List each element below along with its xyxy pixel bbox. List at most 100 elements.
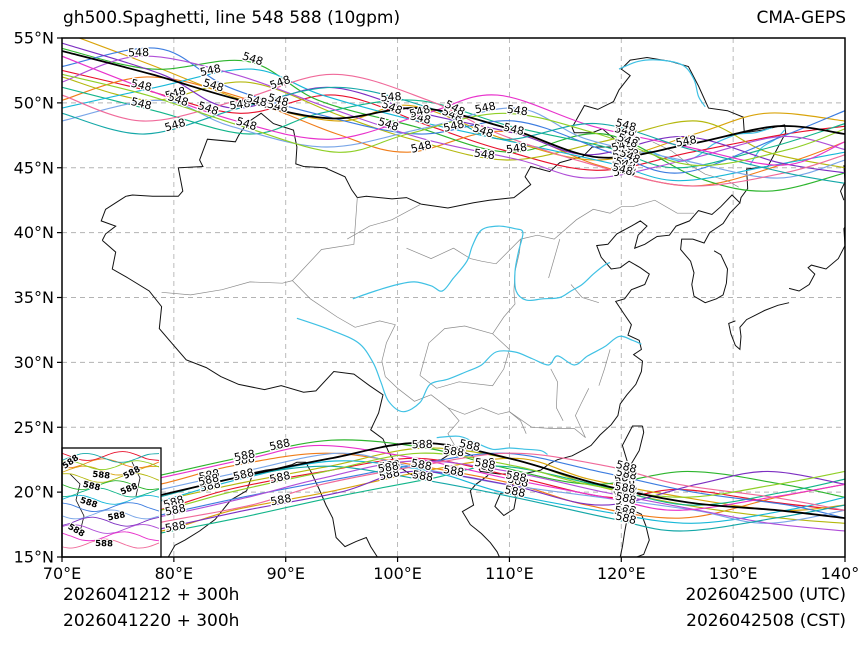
contour-label: 588 [613,504,636,521]
inset-line [62,453,160,463]
ensemble-member-line-548 [62,73,845,167]
x-tick-label: 90°E [266,564,304,583]
contour-label: 588 [268,469,291,486]
inset-line [62,516,160,527]
y-tick-label: 50°N [14,93,54,112]
contour-label: 588 [268,436,291,453]
inset-line [62,531,160,542]
ensemble-lines [62,38,845,550]
contour-label: 588 [164,502,187,519]
axis-tick-labels: 70°E 80°E 90°E 100°E 110°E 120°E 130°E 140°E 55°… [14,29,860,584]
contour-label: 548 [506,103,528,119]
inset-line [62,538,160,549]
province-border [385,376,460,450]
contour-label: 548 [410,138,434,156]
ensemble-member-line-588 [62,452,845,524]
coastline [680,202,741,304]
y-tick-label: 20°N [14,483,54,502]
init-time-utc: 2026041212 + 300h [63,585,239,605]
river [436,435,548,456]
province-border [292,197,358,281]
contour-label: 588 [505,468,528,485]
province-border [492,239,521,334]
province-border [550,368,564,421]
contour-label: 548 [612,162,635,179]
contour-label: 588 [613,475,636,492]
ensemble-member-line-588 [62,452,845,519]
province-border [161,280,293,296]
contour-label: 548 [502,121,526,139]
inset-coastline [69,473,85,533]
control-line-588 [62,441,845,519]
contour-label: 548 [442,117,465,134]
ensemble-member-line-548 [62,86,845,169]
contour-label: 548 [130,77,153,95]
init-time-cst: 2026041220 + 300h [63,611,239,631]
contour-label: 588 [378,457,401,473]
y-tick-label: 55°N [14,29,54,48]
inset-line [62,524,160,534]
inset-line [62,451,160,461]
chart-title: gh500.Spaghetti, line 548 588 (10gpm) [63,8,400,28]
contour-label: 588 [198,477,221,494]
ensemble-member-line-548 [62,47,845,192]
contour-label: 588 [269,492,292,508]
ensemble-member-line-548 [62,68,845,182]
contour-label: 588 [198,467,221,484]
contour-label: 548 [199,62,222,79]
ensemble-member-line-588 [62,447,845,524]
ensemble-member-line-588 [62,460,845,524]
contour-label: 588 [614,509,638,527]
inset-line [62,502,160,512]
control-line-548 [62,50,845,159]
province-border [447,407,527,434]
province-border [575,388,590,438]
inset-line [62,509,160,520]
contour-label: 588 [410,456,433,473]
contour-label: 588 [233,452,256,469]
contour-label: 588 [458,437,481,454]
contour-label: 588 [233,447,256,464]
inset-line [62,494,160,505]
axis-ticks [57,37,846,562]
contour-label: 588 [474,456,497,472]
ensemble-member-line-548 [62,69,845,171]
inset-contour-label: 588 [107,510,126,523]
contour-label: 588 [614,501,637,517]
province-border [509,411,586,438]
base-map [100,56,845,557]
coastline [100,56,787,490]
contour-label: 588 [377,459,400,475]
contour-label: 548 [613,122,636,139]
contour-label: 588 [613,491,636,508]
y-tick-label: 25°N [14,418,54,437]
ensemble-member-line-548 [62,76,845,187]
contour-label: 548 [409,109,432,127]
contour-label: 588 [442,444,465,460]
coastline [621,425,645,469]
y-tick-label: 35°N [14,288,54,307]
valid-time-utc: 2026042500 (UTC) [685,585,846,605]
contour-label: 588 [614,485,637,502]
coastline [619,509,650,557]
coastline [728,302,790,351]
contour-label: 548 [611,145,634,163]
contour-label: 588 [472,457,495,475]
ensemble-member-line-588 [62,452,845,537]
inset-contour-label: 588 [95,539,113,549]
province-border [632,199,694,214]
ensemble-member-line-548 [62,86,845,184]
x-tick-label: 80°E [155,564,193,583]
province-border [419,325,510,389]
contour-label: 588 [474,456,496,470]
contour-label: 588 [164,518,187,535]
x-tick-label: 110°E [485,564,534,583]
contour-label: 548 [613,137,636,154]
contour-label: 588 [613,480,636,497]
contour-label: 548 [201,76,225,94]
x-tick-label: 70°E [43,564,81,583]
contour-label: 588 [232,466,255,484]
x-tick-label: 130°E [709,564,758,583]
